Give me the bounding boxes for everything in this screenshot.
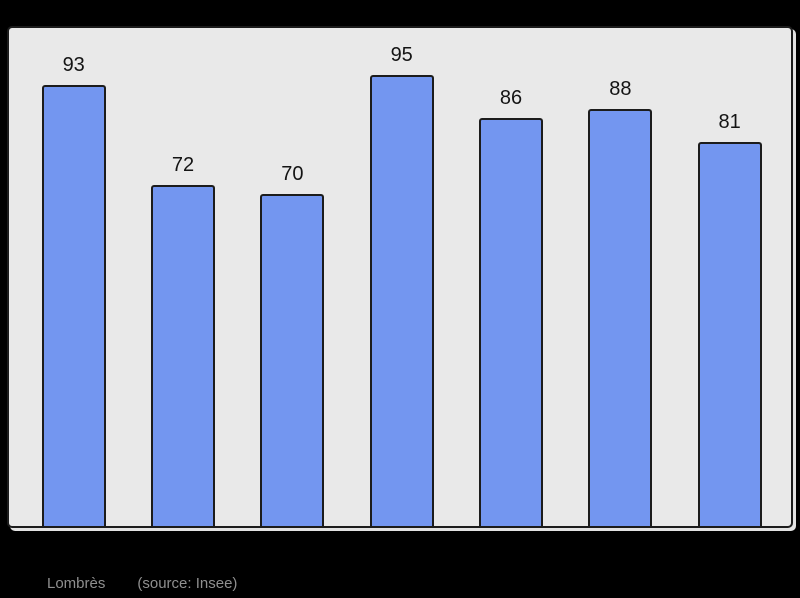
bar — [479, 118, 544, 526]
bar — [369, 75, 434, 526]
bar-value-label: 70 — [281, 163, 304, 185]
caption-source-label: (source: Insee) — [137, 575, 238, 592]
bar — [41, 85, 106, 526]
bar-value-label: 81 — [718, 111, 741, 133]
chart-caption: Lombrès (source: Insee) — [47, 575, 237, 593]
plot-area: 93 72 70 95 86 88 81 — [9, 28, 791, 526]
bar-value-label: 88 — [609, 78, 632, 100]
bar — [151, 185, 216, 526]
bar-value-label: 95 — [390, 44, 413, 66]
bar — [697, 142, 762, 526]
bar-value-label: 93 — [62, 54, 85, 76]
bar-value-label: 86 — [499, 87, 523, 109]
bar — [260, 194, 325, 526]
bar — [588, 109, 653, 526]
bar-value-label: 72 — [171, 154, 195, 176]
caption-commune-name: Lombrès — [47, 575, 106, 592]
plot-panel: 93 72 70 95 86 88 81 — [7, 26, 793, 528]
